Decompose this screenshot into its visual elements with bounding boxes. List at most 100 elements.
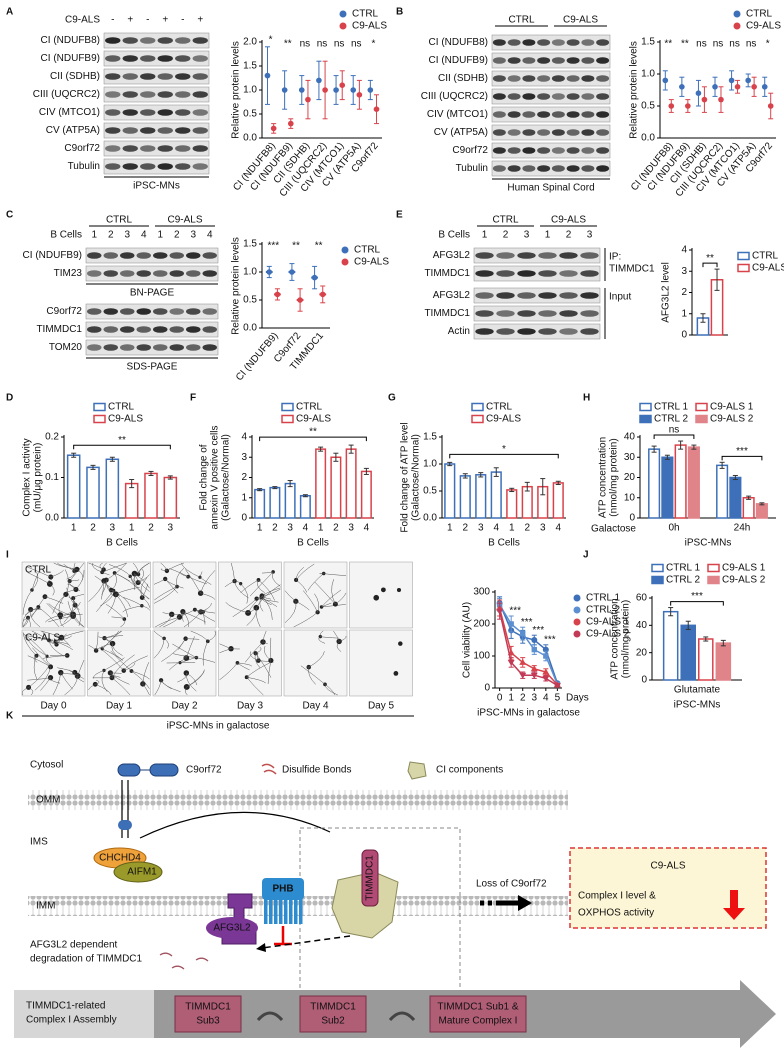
legend-swatch bbox=[639, 402, 652, 412]
significance: ns bbox=[300, 39, 311, 50]
neurite bbox=[95, 679, 100, 685]
neurite bbox=[111, 654, 135, 678]
band bbox=[596, 39, 610, 46]
legend-swatch bbox=[471, 414, 484, 424]
bar bbox=[662, 610, 679, 681]
y-tick-label: 0 bbox=[681, 330, 687, 341]
band bbox=[496, 292, 515, 299]
blot-caption: SDS-PAGE bbox=[127, 362, 178, 373]
dot bbox=[333, 87, 339, 93]
band bbox=[122, 37, 138, 44]
neurite bbox=[240, 579, 259, 594]
neurite bbox=[34, 666, 51, 691]
x-tick-label: 4 bbox=[303, 523, 309, 534]
legend-label: CTRL bbox=[354, 245, 381, 256]
band bbox=[105, 127, 121, 134]
row-label: TIMMDC1 bbox=[424, 268, 470, 279]
dot bbox=[319, 291, 326, 298]
y-tick-label: 20 bbox=[624, 472, 636, 483]
band bbox=[517, 252, 536, 259]
neurite bbox=[237, 662, 250, 671]
lane-label: - bbox=[111, 15, 114, 26]
neurite bbox=[88, 645, 97, 651]
neurite bbox=[154, 586, 178, 601]
row-label: Actin bbox=[448, 326, 470, 337]
neurite bbox=[168, 568, 189, 577]
band bbox=[522, 39, 536, 46]
compartment-label: Cytosol bbox=[30, 760, 63, 771]
significance: ** bbox=[292, 241, 300, 252]
band bbox=[507, 57, 521, 64]
neurite bbox=[219, 643, 232, 649]
membrane-label: OMM bbox=[36, 795, 60, 806]
bar bbox=[163, 476, 178, 519]
significance: *** bbox=[267, 241, 279, 252]
bar bbox=[330, 456, 342, 519]
neurite bbox=[88, 684, 96, 691]
band bbox=[192, 109, 208, 116]
neurite bbox=[262, 641, 268, 644]
neurite bbox=[140, 577, 148, 598]
legend-label: CTRL 2 bbox=[654, 414, 689, 425]
blot-strip bbox=[103, 140, 210, 157]
band bbox=[551, 39, 565, 46]
band bbox=[175, 91, 191, 98]
y-tick-label: 0 bbox=[641, 675, 647, 686]
neurite bbox=[22, 617, 29, 628]
neurite bbox=[142, 683, 150, 696]
neurite bbox=[199, 577, 212, 585]
band bbox=[559, 310, 578, 317]
dot bbox=[662, 77, 669, 84]
y-tick-label: 0.0 bbox=[243, 323, 257, 334]
phb-stripe bbox=[299, 886, 303, 924]
neurite bbox=[163, 616, 180, 628]
neurite bbox=[107, 594, 117, 614]
legend-swatch bbox=[651, 575, 664, 585]
neurite bbox=[185, 638, 200, 640]
band bbox=[119, 270, 135, 277]
x-tick-label: 1 bbox=[129, 523, 135, 534]
neurite bbox=[69, 562, 85, 582]
micrograph-row-label: CTRL bbox=[25, 565, 52, 576]
micrograph bbox=[152, 561, 217, 629]
neurite bbox=[59, 617, 64, 627]
neurite bbox=[202, 609, 207, 612]
blot-strip bbox=[491, 70, 611, 87]
y-tick-label: 20 bbox=[636, 647, 648, 658]
micrograph-day-label: Day 1 bbox=[106, 701, 133, 712]
neurite bbox=[295, 579, 308, 593]
band bbox=[537, 93, 551, 100]
band bbox=[86, 326, 102, 333]
band bbox=[566, 111, 580, 118]
neurite bbox=[101, 670, 108, 692]
x-axis-label: B Cells bbox=[297, 538, 329, 549]
neurite bbox=[142, 662, 150, 684]
blot-strip bbox=[473, 287, 601, 304]
y-tick-label: 0.5 bbox=[641, 101, 655, 112]
neurite bbox=[88, 580, 105, 602]
neurite bbox=[100, 580, 105, 600]
band bbox=[185, 344, 201, 351]
blot-strip bbox=[473, 247, 601, 264]
bar bbox=[284, 482, 296, 519]
band bbox=[152, 326, 168, 333]
neurite bbox=[129, 576, 149, 600]
membrane-label: IMM bbox=[36, 901, 55, 912]
x-tick-label: 3 bbox=[110, 523, 116, 534]
significance: *** bbox=[521, 617, 533, 628]
neurite bbox=[256, 588, 281, 599]
y-tick-label: 0.0 bbox=[641, 133, 655, 144]
y-axis-label: Relative protein levels bbox=[231, 41, 242, 139]
x-tick-label: 2 bbox=[520, 693, 526, 704]
band bbox=[175, 73, 191, 80]
band bbox=[202, 344, 218, 351]
neurite bbox=[295, 601, 310, 611]
y-tick-label: 0.5 bbox=[243, 295, 257, 306]
row-label: CIV (MTCO1) bbox=[427, 109, 488, 120]
band bbox=[580, 292, 599, 299]
dashed-arrow bbox=[261, 935, 351, 949]
band bbox=[103, 344, 119, 351]
inhibit bbox=[274, 926, 292, 946]
marker bbox=[530, 672, 538, 679]
